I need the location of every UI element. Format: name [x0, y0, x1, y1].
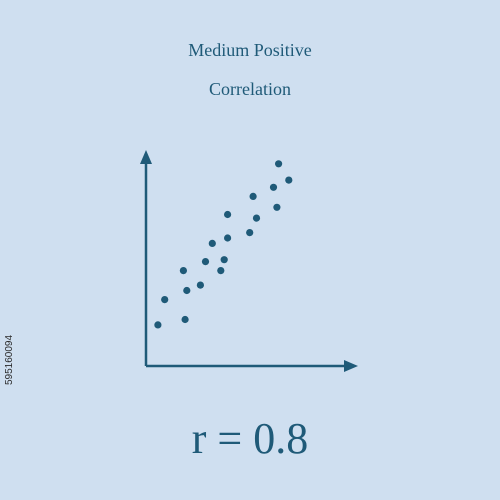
data-point-7 — [201, 258, 210, 266]
correlation-coefficient-label: r = 0.8 — [191, 414, 309, 463]
data-point-10 — [220, 256, 228, 264]
data-point-4 — [179, 267, 187, 275]
data-point-13 — [246, 229, 254, 237]
data-point-15 — [252, 214, 261, 222]
y-axis-arrow-icon — [140, 150, 152, 164]
data-point-16 — [269, 183, 278, 191]
data-point-11 — [224, 234, 232, 242]
data-point-18 — [275, 160, 283, 168]
data-point-3 — [181, 315, 189, 324]
data-point-9 — [217, 267, 225, 275]
data-point-1 — [154, 321, 162, 329]
chart-title-line-1: Medium Positive — [188, 40, 312, 60]
side-image-id: 595160094 — [4, 334, 15, 385]
data-point-8 — [208, 239, 216, 247]
x-axis-arrow-icon — [344, 360, 358, 372]
data-point-19 — [285, 176, 293, 184]
chart-title-line-2: Correlation — [209, 79, 291, 99]
data-point-2 — [161, 296, 169, 304]
chart-axes — [140, 150, 358, 372]
data-point-5 — [183, 286, 191, 295]
data-point-6 — [196, 281, 204, 289]
scatter-points — [154, 160, 293, 329]
data-point-17 — [273, 203, 281, 211]
data-point-14 — [249, 192, 257, 200]
data-point-12 — [224, 210, 232, 219]
